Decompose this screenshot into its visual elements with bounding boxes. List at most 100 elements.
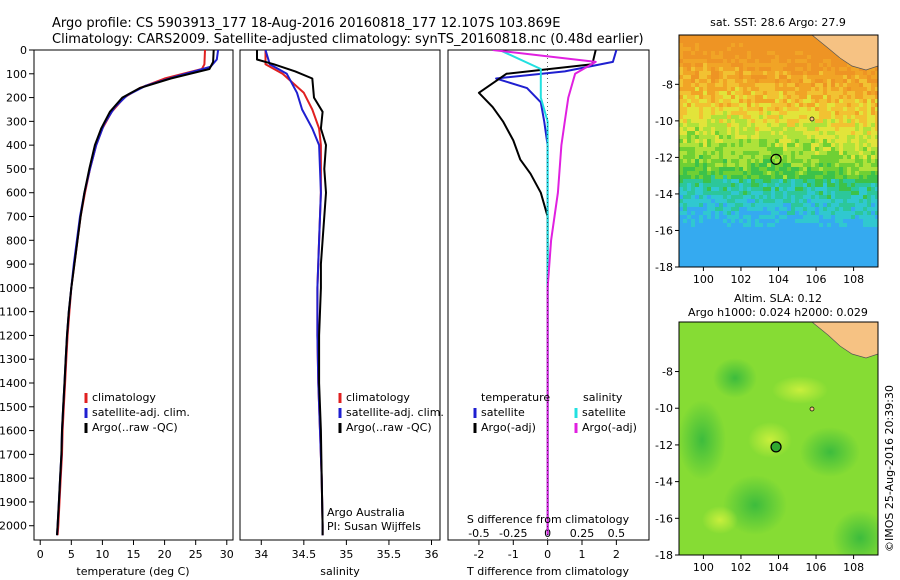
y-tick-label: 100 xyxy=(6,68,27,81)
y-tick-label: 600 xyxy=(6,187,27,200)
t-difference-axis-label: T difference from climatology xyxy=(466,565,629,578)
legend-label: Argo(..raw -QC) xyxy=(346,421,432,434)
pi-label: PI: Susan Wijffels xyxy=(327,520,421,533)
map-y-tick-label: -14 xyxy=(655,476,673,489)
map-y-tick-label: -18 xyxy=(655,549,673,562)
y-tick-label: 1800 xyxy=(0,472,27,485)
series-line-0 xyxy=(264,50,324,536)
map-y-tick-label: -16 xyxy=(655,512,673,525)
legend-label: Argo(..raw -QC) xyxy=(92,421,178,434)
x-tick-label: 0 xyxy=(544,548,551,561)
salinity-axis-label: salinity xyxy=(320,565,360,578)
legend-title-salinity: salinity xyxy=(583,391,623,404)
series-line-1 xyxy=(477,50,597,536)
y-tick-label: 1200 xyxy=(0,329,27,342)
series-line-0 xyxy=(495,50,618,536)
map-y-tick-label: -10 xyxy=(655,402,673,415)
depth-axis: 0 100 200 300 400 500 600 700 800 900 1000 1100 1200… xyxy=(0,44,34,533)
map-x-tick-label: 100 xyxy=(693,561,714,574)
y-tick-label: 2000 xyxy=(0,520,27,533)
temperature-lines xyxy=(56,50,220,536)
s-tick-label: -0.25 xyxy=(499,527,527,540)
s-tick-label: 0.25 xyxy=(570,527,595,540)
x-tick-label: 2 xyxy=(613,548,620,561)
temperature-panel: 0100200300400500600700800900100011001200… xyxy=(0,44,234,578)
salinity-panel: 34 34.5 35 35.5 36 salinity climatology satel… xyxy=(239,49,444,578)
map-x-tick-label: 102 xyxy=(730,561,751,574)
x-tick-label: -2 xyxy=(473,548,484,561)
sla-heatmap xyxy=(679,322,878,555)
sla-map-axes: 100 102 104 106 108 -8 -10 -12 -14 -16 -18 xyxy=(655,366,864,574)
x-tick-label: 15 xyxy=(127,548,141,561)
temperature-axis: 0 5 10 15 20 25 30 xyxy=(37,540,234,561)
x-tick-label: 20 xyxy=(158,548,172,561)
difference-plot-frame xyxy=(447,49,650,541)
sst-map-axes: 100 102 104 106 108 -8 -10 -12 -14 -16 -18 xyxy=(655,78,864,286)
series-line-2 xyxy=(56,50,215,536)
y-tick-label: 1600 xyxy=(0,425,27,438)
y-tick-label: 500 xyxy=(6,163,27,176)
legend-label: satellite-adj. clim. xyxy=(92,406,190,419)
map-y-tick-label: -16 xyxy=(655,224,673,237)
temperature-axis-label: temperature (deg C) xyxy=(76,565,189,578)
map-x-tick-label: 106 xyxy=(806,273,827,286)
difference-lines xyxy=(477,50,618,540)
sla-map-subtitle: Argo h1000: 0.024 h2000: 0.029 xyxy=(688,306,868,319)
argo-float-marker-sla xyxy=(770,441,782,453)
difference-panel: -2 -1 0 1 2-0.5 -0.25 0 0.25 0.5 S difference fr… xyxy=(447,49,650,578)
header-line-2: Climatology: CARS2009. Satellite-adjuste… xyxy=(52,32,644,47)
salinity-legend: climatology satellite-adj. clim. Argo(..ra… xyxy=(338,391,444,434)
sumatra-java-coastline xyxy=(811,35,878,71)
s-tick-label: 0.5 xyxy=(608,527,626,540)
x-tick-label: 30 xyxy=(220,548,234,561)
map-x-tick-label: 100 xyxy=(693,273,714,286)
christmas-island xyxy=(809,116,815,122)
map-x-tick-label: 108 xyxy=(843,561,864,574)
series-line-1 xyxy=(264,50,324,536)
y-tick-label: 800 xyxy=(6,234,27,247)
header-line-1: Argo profile: CS 5903913_177 18-Aug-2016… xyxy=(52,16,560,31)
salinity-axis: 34 34.5 35 35.5 36 xyxy=(254,540,438,561)
series-line-1 xyxy=(56,50,220,536)
sst-map-panel: sat. SST: 28.6 Argo: 27.9 100 102 104 106 10… xyxy=(655,16,879,286)
x-tick-label: 25 xyxy=(189,548,203,561)
x-tick-label: 0 xyxy=(37,548,44,561)
y-tick-label: 200 xyxy=(6,92,27,105)
map-y-tick-label: -8 xyxy=(662,366,673,379)
map-y-tick-label: -18 xyxy=(655,261,673,274)
legend-label: climatology xyxy=(92,391,156,404)
legend-label: satellite xyxy=(582,406,626,419)
x-tick-label: 34.5 xyxy=(292,548,317,561)
difference-legend: temperature salinity satellite Argo(-adj) sa… xyxy=(473,391,637,434)
legend-label: climatology xyxy=(346,391,410,404)
x-tick-label: 5 xyxy=(68,548,75,561)
argo-australia-label: Argo Australia xyxy=(327,506,405,519)
s-tick-label: -0.5 xyxy=(468,527,489,540)
map-x-tick-label: 104 xyxy=(768,273,789,286)
y-tick-label: 1900 xyxy=(0,496,27,509)
legend-label: Argo(-adj) xyxy=(481,421,536,434)
temperature-plot-frame xyxy=(33,49,234,541)
y-tick-label: 1700 xyxy=(0,448,27,461)
imos-timestamp: ©IMOS 25-Aug-2016 20:39:30 xyxy=(883,385,896,552)
map-y-tick-label: -10 xyxy=(655,115,673,128)
temperature-legend: climatology satellite-adj. clim. Argo(..ra… xyxy=(84,391,190,434)
y-tick-label: 0 xyxy=(20,44,27,57)
map-x-tick-label: 108 xyxy=(843,273,864,286)
legend-title-temperature: temperature xyxy=(481,391,550,404)
x-tick-label: 35 xyxy=(339,548,353,561)
salinity-lines xyxy=(256,50,327,536)
x-tick-label: 1 xyxy=(579,548,586,561)
map-y-tick-label: -14 xyxy=(655,188,673,201)
map-y-tick-label: -8 xyxy=(662,78,673,91)
y-tick-label: 700 xyxy=(6,211,27,224)
map-x-tick-label: 102 xyxy=(730,273,751,286)
y-tick-label: 1300 xyxy=(0,353,27,366)
sst-heatmap xyxy=(679,35,878,267)
x-tick-label: -1 xyxy=(508,548,519,561)
y-tick-label: 1400 xyxy=(0,377,27,390)
map-x-tick-label: 104 xyxy=(768,561,789,574)
legend-label: satellite xyxy=(481,406,525,419)
s-difference-axis-label: S difference from climatology xyxy=(467,513,630,526)
